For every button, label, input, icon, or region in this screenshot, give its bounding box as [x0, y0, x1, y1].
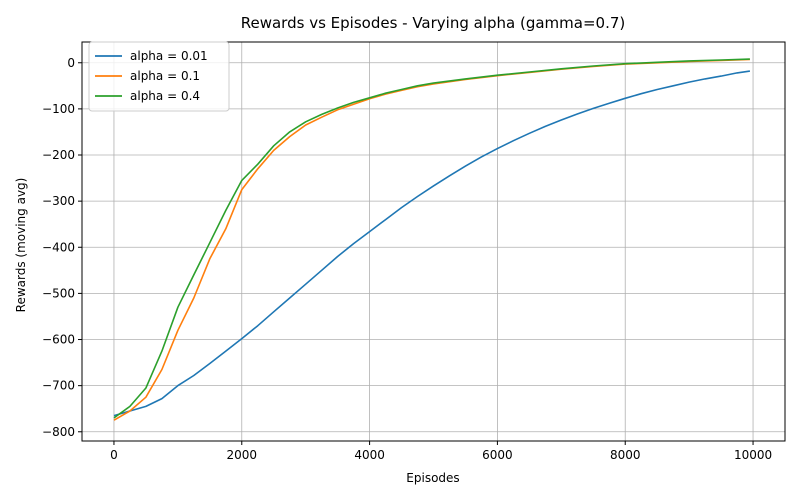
- legend-label-3: alpha = 0.4: [130, 89, 200, 103]
- y-tick-label: −500: [42, 286, 75, 300]
- y-tick-label: −700: [42, 379, 75, 393]
- series-line-1: [113, 70, 751, 417]
- y-tick-label: −600: [42, 333, 75, 347]
- x-tick-label: 8000: [610, 448, 641, 462]
- legend-frame: [88, 41, 230, 112]
- plot-frame: [81, 41, 786, 442]
- x-tick-label: 6000: [482, 448, 513, 462]
- y-axis-label: Rewards (moving avg): [14, 178, 28, 313]
- x-tick-label: 2000: [226, 448, 257, 462]
- grid-lines: [82, 42, 785, 441]
- series-lines: [113, 58, 751, 421]
- y-tick-label: −100: [42, 102, 75, 116]
- x-axis-label: Episodes: [406, 471, 459, 485]
- series-line-2: [113, 58, 750, 421]
- axis-ticks: 0 2000 4000 6000 8000 10000 −800 −700 −600 −500 −4…: [42, 56, 772, 462]
- x-tick-label: 10000: [734, 448, 772, 462]
- y-tick-label: −800: [42, 425, 75, 439]
- x-tick-label: 0: [110, 448, 118, 462]
- legend-label-2: alpha = 0.1: [130, 69, 200, 83]
- y-tick-label: −300: [42, 194, 75, 208]
- legend: alpha = 0.01 alpha = 0.1 alpha = 0.4: [88, 41, 230, 112]
- x-tick-label: 4000: [354, 448, 385, 462]
- y-tick-label: −400: [42, 240, 75, 254]
- y-tick-label: −200: [42, 148, 75, 162]
- legend-label-1: alpha = 0.01: [130, 49, 208, 63]
- y-tick-label: 0: [67, 56, 75, 70]
- chart-title: Rewards vs Episodes - Varying alpha (gam…: [241, 14, 625, 32]
- series-line-3: [113, 58, 750, 419]
